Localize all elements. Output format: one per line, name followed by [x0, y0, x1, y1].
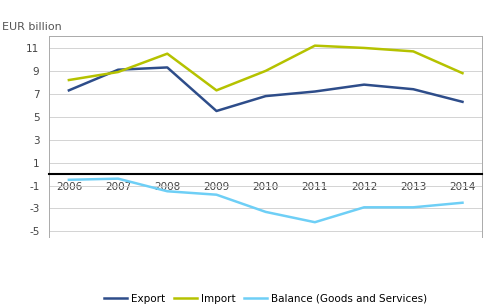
- Text: EUR billion: EUR billion: [1, 22, 62, 33]
- Legend: Export, Import, Balance (Goods and Services): Export, Import, Balance (Goods and Servi…: [100, 290, 431, 304]
